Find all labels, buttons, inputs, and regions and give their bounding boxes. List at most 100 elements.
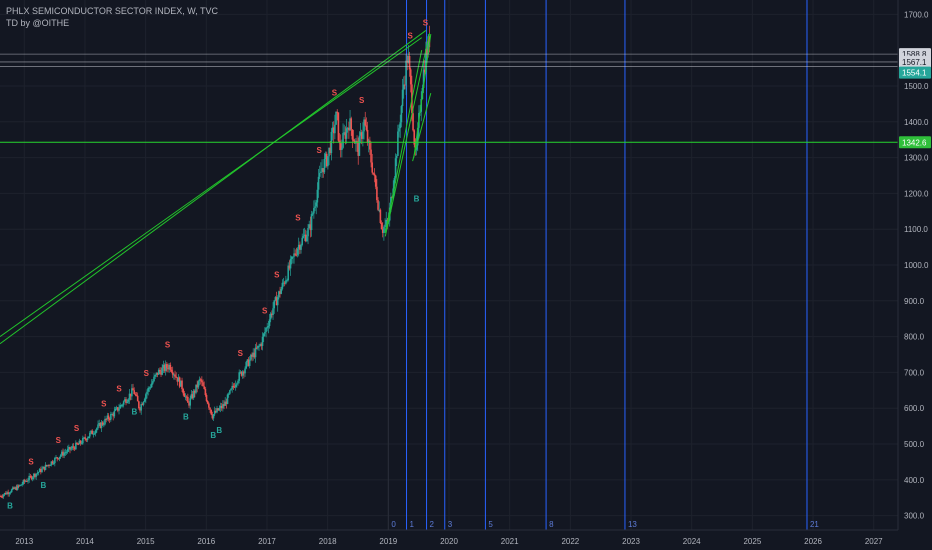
candle-body (308, 224, 311, 229)
candle-body (202, 382, 204, 387)
candle-body (5, 492, 7, 495)
candle-body (247, 359, 250, 366)
candle-body (103, 424, 105, 426)
candle-body (342, 133, 344, 148)
candle-body (385, 219, 388, 225)
td-buy-mark: B (40, 481, 46, 490)
candle-body (157, 369, 160, 375)
candle-body (374, 175, 377, 187)
candle-body (155, 372, 158, 376)
price-badge (899, 55, 931, 68)
candle-body (317, 176, 320, 190)
candle-body (48, 464, 50, 466)
candle-body (295, 254, 298, 256)
x-tick-label: 2018 (319, 537, 337, 546)
candle-body (253, 352, 256, 358)
candle-body (183, 393, 186, 397)
candle-body (218, 408, 221, 411)
candle-body (191, 394, 194, 399)
candle-body (358, 135, 361, 156)
candle-body (323, 159, 326, 173)
candle-body (227, 393, 230, 395)
candle-body (198, 379, 201, 382)
candle-body (314, 206, 316, 209)
candle-body (345, 128, 348, 139)
candle-body (371, 162, 374, 173)
candle-body (92, 433, 95, 435)
candle-body (153, 376, 155, 382)
candle-body (302, 236, 305, 238)
candle-body (248, 359, 251, 366)
td-buy-mark: B (210, 431, 216, 440)
candle-body (257, 345, 259, 349)
candle-body (78, 440, 81, 445)
candle-body (341, 147, 343, 150)
candle-body (101, 422, 104, 425)
candle-body (182, 389, 184, 394)
candle-body (224, 401, 227, 406)
x-tick-label: 2016 (197, 537, 215, 546)
price-badge-label: 1567.1 (902, 58, 927, 67)
candle-body (149, 387, 152, 389)
candle-body (111, 413, 113, 415)
candle-body (154, 375, 156, 377)
candle-body (348, 127, 350, 131)
candle-body (100, 422, 103, 428)
candle-body (133, 390, 135, 394)
candle-body (332, 127, 335, 134)
candle-body (6, 492, 8, 495)
candle-body (94, 430, 97, 434)
td-sell-mark: S (116, 384, 122, 393)
candle-body (376, 186, 378, 201)
candle-body (176, 377, 179, 382)
candle-body (267, 325, 270, 328)
candle-body (216, 408, 218, 413)
candle-body (49, 465, 51, 467)
candle-body (204, 388, 207, 395)
candle-body (59, 455, 62, 457)
cycle-label: 3 (448, 520, 453, 529)
candle-body (397, 131, 399, 156)
x-tick-label: 2014 (76, 537, 94, 546)
candle-body (334, 124, 336, 134)
chart-legend: PHLX SEMICONDUCTOR SECTOR INDEX, W, TVC … (6, 5, 218, 29)
candle-body (69, 447, 71, 450)
candle-body (61, 451, 63, 456)
candle-body (264, 332, 266, 334)
candle-body (143, 399, 146, 402)
candle-body (104, 418, 106, 425)
candle-body (238, 372, 241, 381)
y-tick-label: 500.0 (904, 440, 925, 449)
candle-body (52, 463, 55, 465)
y-tick-label: 1500.0 (904, 82, 929, 91)
td-sell-mark: S (332, 88, 338, 97)
td-sell-mark: S (165, 341, 171, 350)
candles (0, 25, 431, 499)
td-sell-mark: S (238, 349, 244, 358)
candle-body (31, 477, 34, 480)
candle-body (313, 208, 315, 214)
candle-body (147, 387, 149, 392)
candle-body (127, 399, 130, 402)
candle-body (223, 404, 225, 406)
candle-body (26, 480, 28, 482)
candle-body (236, 383, 238, 385)
indicator-label: TD by @OITHE (6, 18, 70, 28)
candle-body (384, 224, 386, 228)
candle-body (380, 223, 383, 230)
candle-body (245, 362, 248, 369)
candle-body (219, 406, 222, 409)
candle-body (83, 437, 85, 439)
candle-body (87, 436, 90, 439)
candle-body (80, 443, 83, 445)
td-sell-mark: S (56, 436, 62, 445)
candle-body (20, 484, 22, 486)
candle-body (146, 391, 148, 395)
candle-body (349, 118, 351, 131)
candle-body (203, 386, 205, 389)
td-sell-mark: S (262, 307, 268, 316)
candle-body (344, 132, 347, 139)
candle-body (339, 143, 342, 150)
